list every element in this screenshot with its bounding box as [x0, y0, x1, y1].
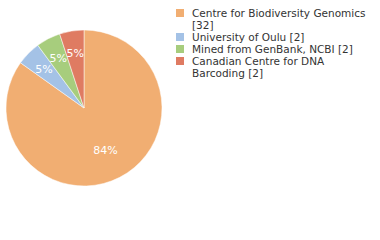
data-labels: 84%5%5%5% [35, 47, 117, 157]
data-label: 5% [66, 47, 83, 60]
legend-label: University of Oulu [2] [192, 31, 304, 43]
legend-label: Canadian Centre for DNABarcoding [2] [192, 55, 325, 79]
legend-swatch [176, 45, 184, 53]
data-label: 84% [93, 144, 117, 157]
slice [60, 30, 84, 108]
pie [6, 30, 162, 186]
legend-swatch [176, 57, 184, 65]
legend-label: Mined from GenBank, NCBI [2] [192, 43, 353, 55]
data-label: 5% [50, 52, 67, 65]
legend: Centre for Biodiversity Genomics[32]Univ… [176, 7, 365, 79]
legend-swatch [176, 33, 184, 41]
chart: 84%5%5%5%Centre for Biodiversity Genomic… [0, 0, 380, 240]
legend-swatch [176, 9, 184, 17]
slice [6, 30, 162, 186]
legend-label: Centre for Biodiversity Genomics[32] [192, 7, 365, 31]
